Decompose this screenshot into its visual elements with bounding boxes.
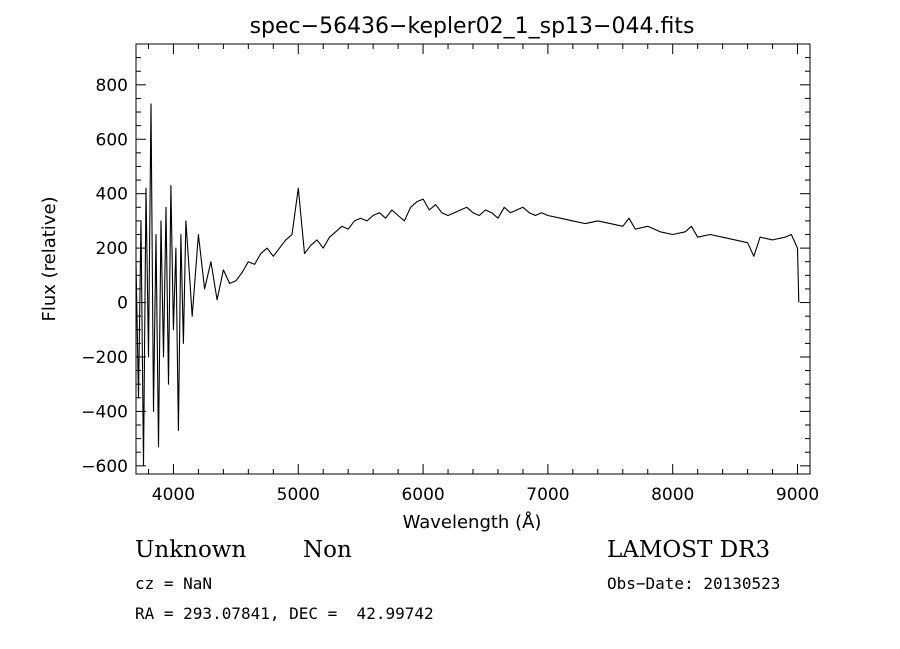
obs-date-label: Obs−Date: 20130523: [607, 574, 781, 593]
axis-ticks: [136, 44, 810, 474]
y-tick-label: 600: [96, 130, 128, 150]
spectrum-series-line: [135, 103, 800, 467]
y-tick-label: 0: [117, 294, 128, 314]
x-tick-label: 5000: [277, 485, 320, 505]
y-tick-label: −600: [81, 457, 128, 477]
x-tick-label: 4000: [152, 485, 195, 505]
chart-title: spec−56436−kepler02_1_sp13−044.fits: [250, 14, 695, 39]
plot-frame: [135, 43, 811, 475]
coordinates-label: RA = 293.07841, DEC = 42.99742: [135, 604, 434, 623]
object-type-label: Unknown: [135, 537, 247, 563]
x-tick-label: 7000: [526, 485, 569, 505]
object-subclass-label: Non: [303, 537, 352, 563]
y-tick-label: 800: [96, 76, 128, 96]
y-tick-label: −200: [81, 348, 128, 368]
x-tick-label: 9000: [776, 485, 819, 505]
x-axis-label: Wavelength (Å): [403, 511, 542, 533]
x-tick-label: 8000: [651, 485, 694, 505]
y-tick-label: 200: [96, 239, 128, 259]
redshift-label: cz = NaN: [135, 574, 213, 593]
y-tick-label: −400: [81, 402, 128, 422]
y-axis-label: Flux (relative): [39, 196, 60, 321]
x-tick-label: 6000: [401, 485, 444, 505]
y-tick-label: 400: [96, 185, 128, 205]
axis-tick-labels: 4000 5000 6000 7000 8000 9000 −600 −400 −200 0 200…: [81, 76, 819, 505]
survey-label: LAMOST DR3: [607, 537, 771, 563]
